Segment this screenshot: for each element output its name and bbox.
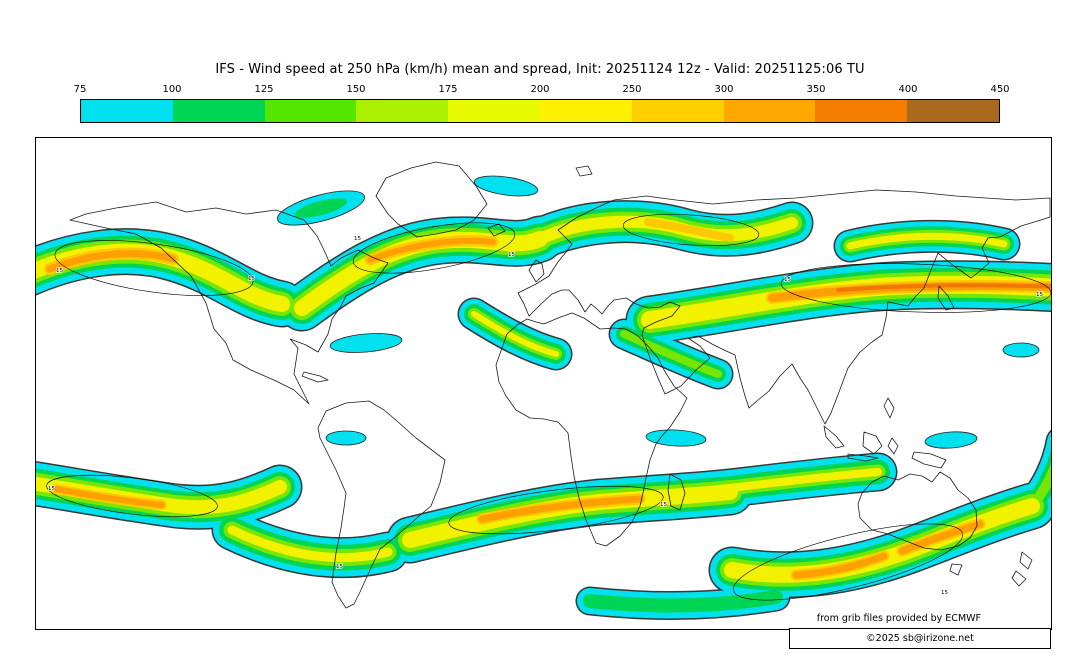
spread-contour — [622, 214, 760, 246]
wind-patch — [924, 431, 978, 449]
copyright-box: ©2025 sb@irizone.net — [789, 628, 1051, 649]
spread-contour-label: 15 — [941, 590, 948, 596]
spread-contour — [733, 523, 963, 601]
spread-contour-label: 15 — [336, 564, 343, 570]
spread-contour — [46, 474, 218, 518]
colorbar-tick-label: 400 — [898, 84, 918, 95]
colorbar-segment — [907, 100, 999, 122]
spread-contour-label: 15 — [248, 276, 255, 282]
spread-contour — [352, 222, 516, 274]
spread-contour-label: 15 — [56, 268, 63, 274]
colorbar-segment — [264, 100, 357, 122]
spread-contour-label: 15 — [354, 236, 361, 242]
coastlines-path — [69, 161, 1051, 609]
colorbar-tick-label: 350 — [806, 84, 826, 95]
colorbar-segment — [448, 100, 540, 122]
colorbar-tick-label: 450 — [990, 84, 1010, 95]
map-frame: 15 15 15 15 15 15 15 15 15 15 from grib … — [35, 137, 1052, 630]
spread-contours — [46, 214, 1051, 601]
colorbar-tick-label: 300 — [714, 84, 734, 95]
colorbar-segment — [539, 100, 632, 122]
wind-patches — [277, 175, 1040, 449]
colorbar-tick-label: 175 — [438, 84, 458, 95]
world-map-svg: 15 15 15 15 15 15 15 15 15 15 — [36, 138, 1051, 629]
spread-contour — [448, 485, 664, 535]
chart-title: IFS - Wind speed at 250 hPa (km/h) mean … — [215, 62, 865, 77]
spread-contour-label: 15 — [48, 486, 55, 492]
attribution-text: from grib files provided by ECMWF — [816, 613, 981, 624]
colorbar-segment — [356, 100, 449, 122]
spread-contour-labels: 15 15 15 15 15 15 15 15 15 15 — [47, 235, 1044, 596]
colorbar-segment — [631, 100, 724, 122]
copyright-text: ©2025 sb@irizone.net — [866, 633, 974, 644]
wind-patch — [325, 430, 367, 446]
spread-contour — [780, 263, 1051, 313]
colorbar-tick-label: 150 — [346, 84, 366, 95]
colorbar-bar — [80, 99, 1000, 123]
colorbar-tick-label: 75 — [73, 84, 87, 95]
colorbar-segment — [815, 100, 908, 122]
wind-patch — [645, 429, 707, 447]
wind-patch — [294, 198, 348, 218]
spread-contour-label: 15 — [508, 252, 515, 258]
colorbar-segment — [81, 100, 173, 122]
colorbar-tick-label: 100 — [162, 84, 182, 95]
spread-contour-label: 15 — [784, 277, 791, 283]
colorbar-segment — [172, 100, 265, 122]
spread-contour-label: 15 — [1036, 292, 1043, 298]
colorbar-tick-labels: 75 100 125 150 175 200 250 300 350 400 450 — [74, 84, 1010, 97]
colorbar-tick-label: 250 — [622, 84, 642, 95]
wind-patch — [1002, 342, 1040, 358]
colorbar-segment — [723, 100, 816, 122]
colorbar-tick-label: 200 — [530, 84, 550, 95]
spread-contour — [54, 240, 254, 296]
wind-patch — [329, 333, 403, 353]
colorbar-tick-label: 125 — [254, 84, 274, 95]
wind-patch — [473, 175, 539, 197]
spread-contour-label: 15 — [660, 502, 667, 508]
